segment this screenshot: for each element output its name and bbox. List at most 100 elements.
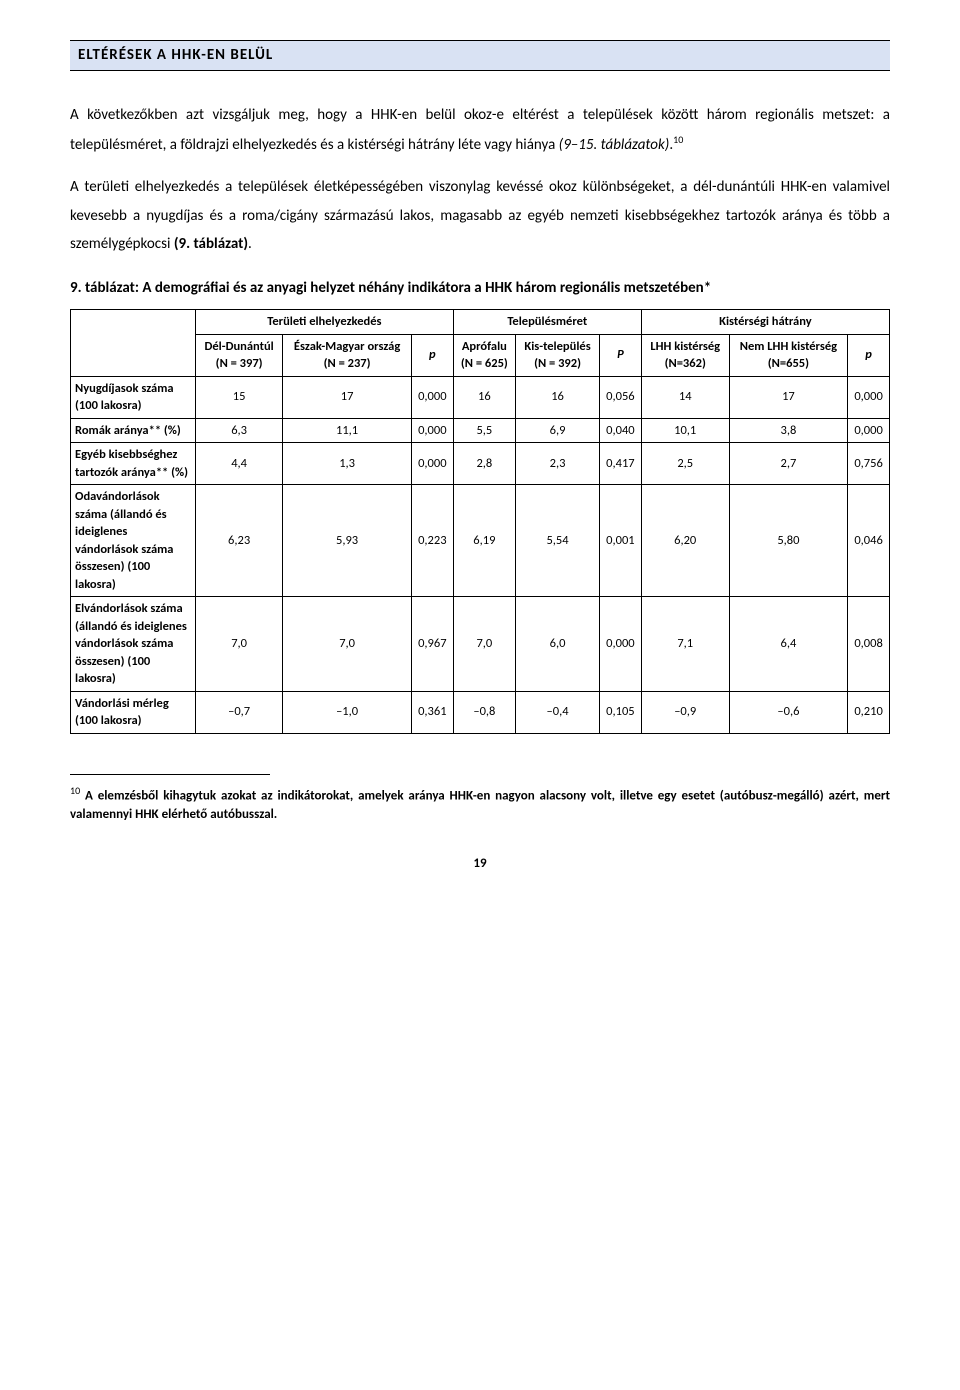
table-row: Elvándorlások száma (állandó és ideiglen… bbox=[71, 597, 890, 692]
table-cell: –0,7 bbox=[196, 691, 283, 733]
table-cell: –0,8 bbox=[453, 691, 515, 733]
col-header: p bbox=[411, 334, 453, 376]
col-label: Kis-település bbox=[520, 338, 595, 356]
col-n: (N = 397) bbox=[200, 355, 278, 373]
table-cell: 3,8 bbox=[729, 418, 848, 443]
col-label: Észak-Magyar ország bbox=[287, 338, 407, 356]
table-cell: 0,756 bbox=[848, 443, 890, 485]
table-cell: 6,0 bbox=[516, 597, 600, 692]
table-cell: 0,417 bbox=[600, 443, 642, 485]
para2-post: . bbox=[248, 235, 252, 253]
table-cell: 7,0 bbox=[453, 597, 515, 692]
group-header-2: Településméret bbox=[453, 310, 641, 335]
footnote-number: 10 bbox=[70, 784, 80, 797]
footnote-text: A elemzésből kihagytuk azokat az indikát… bbox=[70, 788, 890, 823]
col-header: Dél-Dunántúl (N = 397) bbox=[196, 334, 283, 376]
group-header-3: Kistérségi hátrány bbox=[641, 310, 889, 335]
col-p: p bbox=[865, 347, 872, 362]
table-cell: 1,3 bbox=[283, 443, 412, 485]
data-table: Területi elhelyezkedés Településméret Ki… bbox=[70, 309, 890, 734]
table-group-row: Területi elhelyezkedés Településméret Ki… bbox=[71, 310, 890, 335]
table-cell: 10,1 bbox=[641, 418, 729, 443]
table-cell: –0,4 bbox=[516, 691, 600, 733]
table-cell: 6,23 bbox=[196, 485, 283, 597]
col-header: Kis-település (N = 392) bbox=[516, 334, 600, 376]
table-row: Vándorlási mérleg (100 lakosra)–0,7–1,00… bbox=[71, 691, 890, 733]
row-label: Vándorlási mérleg (100 lakosra) bbox=[71, 691, 196, 733]
col-header: Nem LHH kistérség (N=655) bbox=[729, 334, 848, 376]
table-cell: 0,000 bbox=[600, 597, 642, 692]
paragraph-2: A területi elhelyezkedés a települések é… bbox=[70, 173, 890, 259]
para1-italic: (9–15. táblázatok) bbox=[559, 136, 670, 154]
col-header: Aprófalu (N = 625) bbox=[453, 334, 515, 376]
table-cell: –0,6 bbox=[729, 691, 848, 733]
table-cell: 0,001 bbox=[600, 485, 642, 597]
table-cell: 0,040 bbox=[600, 418, 642, 443]
footnote: 10 A elemzésből kihagytuk azokat az indi… bbox=[70, 783, 890, 825]
row-label: Egyéb kisebbséghez tartozók aránya** (%) bbox=[71, 443, 196, 485]
table-cell: 0,000 bbox=[411, 443, 453, 485]
table-cell: 0,210 bbox=[848, 691, 890, 733]
table-cell: 0,000 bbox=[848, 376, 890, 418]
table-cell: 4,4 bbox=[196, 443, 283, 485]
col-n: (N = 392) bbox=[520, 355, 595, 373]
table-cell: 16 bbox=[516, 376, 600, 418]
col-header: P bbox=[600, 334, 642, 376]
table-cell: 15 bbox=[196, 376, 283, 418]
page-number: 19 bbox=[70, 855, 890, 873]
table-cell: 0,008 bbox=[848, 597, 890, 692]
table-cell: –1,0 bbox=[283, 691, 412, 733]
table-row: Nyugdíjasok száma (100 lakosra)15170,000… bbox=[71, 376, 890, 418]
table-cell: 6,9 bbox=[516, 418, 600, 443]
table-cell: 6,20 bbox=[641, 485, 729, 597]
row-label: Romák aránya** (%) bbox=[71, 418, 196, 443]
table-cell: 17 bbox=[283, 376, 412, 418]
table-cell: 16 bbox=[453, 376, 515, 418]
table-cell: 0,967 bbox=[411, 597, 453, 692]
col-header: p bbox=[848, 334, 890, 376]
table-cell: 0,000 bbox=[848, 418, 890, 443]
para1-text: A következőkben azt vizsgáljuk meg, hogy… bbox=[70, 106, 890, 154]
para2-bold: (9. táblázat) bbox=[174, 235, 248, 253]
table-cell: 0,046 bbox=[848, 485, 890, 597]
table-cell: 7,0 bbox=[196, 597, 283, 692]
col-label: LHH kistérség bbox=[646, 338, 725, 356]
col-header: Észak-Magyar ország (N = 237) bbox=[283, 334, 412, 376]
table-cell: 0,000 bbox=[411, 376, 453, 418]
table-cell: 6,4 bbox=[729, 597, 848, 692]
col-header: LHH kistérség (N=362) bbox=[641, 334, 729, 376]
row-label: Nyugdíjasok száma (100 lakosra) bbox=[71, 376, 196, 418]
col-n: (N = 625) bbox=[458, 355, 511, 373]
table-cell: 2,7 bbox=[729, 443, 848, 485]
col-n: (N=655) bbox=[734, 355, 844, 373]
table-row: Odavándorlások száma (állandó és ideigle… bbox=[71, 485, 890, 597]
table-row: Romák aránya** (%)6,311,1 0,000 5,56,90,04… bbox=[71, 418, 890, 443]
table-cell: 0,361 bbox=[411, 691, 453, 733]
group-header-1: Területi elhelyezkedés bbox=[196, 310, 454, 335]
table-row: Egyéb kisebbséghez tartozók aránya** (%)… bbox=[71, 443, 890, 485]
table-cell: 6,3 bbox=[196, 418, 283, 443]
table-cell: 17 bbox=[729, 376, 848, 418]
corner-cell bbox=[71, 310, 196, 377]
paragraph-1: A következőkben azt vizsgáljuk meg, hogy… bbox=[70, 101, 890, 159]
table-cell: 6,19 bbox=[453, 485, 515, 597]
table-cell: 2,8 bbox=[453, 443, 515, 485]
table-cell: 7,1 bbox=[641, 597, 729, 692]
row-label: Odavándorlások száma (állandó és ideigle… bbox=[71, 485, 196, 597]
table-cell: 0,223 bbox=[411, 485, 453, 597]
col-label: Nem LHH kistérség bbox=[734, 338, 844, 356]
col-n: (N = 237) bbox=[287, 355, 407, 373]
table-cell: –0,9 bbox=[641, 691, 729, 733]
table-cell: 2,3 bbox=[516, 443, 600, 485]
col-label: Aprófalu bbox=[458, 338, 511, 356]
col-p: P bbox=[617, 347, 624, 362]
table-cell: 5,5 bbox=[453, 418, 515, 443]
row-label: Elvándorlások száma (állandó és ideiglen… bbox=[71, 597, 196, 692]
table-cell: 11,1 bbox=[283, 418, 412, 443]
table-cell: 14 bbox=[641, 376, 729, 418]
col-p: p bbox=[429, 347, 436, 362]
table-cell: 0,105 bbox=[600, 691, 642, 733]
table-cell: 7,0 bbox=[283, 597, 412, 692]
footnote-separator bbox=[70, 774, 270, 775]
col-n: (N=362) bbox=[646, 355, 725, 373]
